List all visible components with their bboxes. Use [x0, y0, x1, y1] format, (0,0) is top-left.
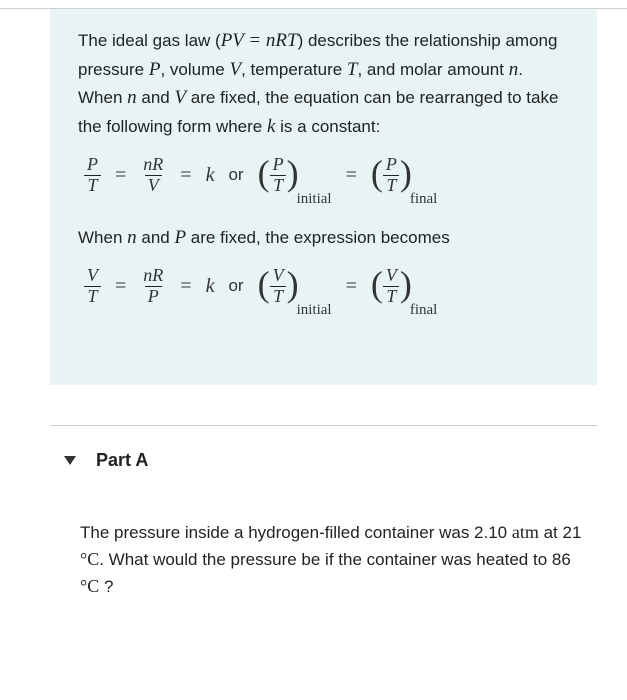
denominator: T [270, 286, 286, 307]
text: and [137, 228, 175, 247]
var-P: P [149, 59, 161, 80]
text: and [137, 88, 175, 107]
numerator: V [270, 266, 287, 286]
rparen: ) [287, 159, 299, 188]
part-title: Part A [96, 450, 148, 471]
lparen: ( [371, 270, 383, 299]
denominator: T [84, 286, 100, 307]
text: . What would the pressure be if the cont… [99, 550, 552, 569]
text: , and molar amount [357, 60, 508, 79]
frac-P-over-T: P T [270, 155, 287, 196]
second-paragraph: When n and P are fixed, the expression b… [78, 224, 569, 253]
var-n: n [509, 59, 519, 80]
lparen: ( [258, 159, 270, 188]
denominator: V [145, 175, 162, 196]
numerator: nR [140, 266, 166, 286]
deg-c: °C [80, 576, 99, 596]
var-n: n [127, 87, 137, 108]
subscript-initial: initial [297, 302, 332, 319]
part-a-section: Part A The pressure inside a hydrogen-fi… [50, 425, 597, 600]
text: The pressure inside a hydrogen-filled co… [80, 523, 474, 542]
equals: = [180, 164, 191, 187]
equals: = [115, 275, 126, 298]
var-V: V [229, 59, 241, 80]
paren-final: ( V T ) final [371, 266, 438, 307]
equals: = [115, 164, 126, 187]
equation-line-2: V T = nR P = k or ( V T ) initial = ( V … [84, 266, 569, 307]
or-text: or [228, 276, 243, 296]
value: 86 [552, 550, 571, 569]
ideal-gas-law-eq: PV = nRT [221, 30, 298, 51]
var-T: T [347, 59, 358, 80]
text: When [78, 228, 127, 247]
section-divider [50, 425, 597, 426]
denominator: T [270, 175, 286, 196]
lparen: ( [371, 159, 383, 188]
numerator: P [383, 155, 400, 175]
frac-V-over-T: V T [84, 266, 101, 307]
text: ? [99, 577, 113, 596]
numerator: V [84, 266, 101, 286]
frac-V-over-T: V T [383, 266, 400, 307]
paren-initial: ( V T ) initial [258, 266, 332, 307]
value: 21 [563, 523, 582, 542]
text: The ideal gas law ( [78, 31, 221, 50]
paren-initial: ( P T ) initial [258, 155, 332, 196]
frac-V-over-T: V T [270, 266, 287, 307]
caret-down-icon [64, 456, 76, 465]
frac-nR-over-V: nR V [140, 155, 166, 196]
denominator: T [383, 175, 399, 196]
rparen: ) [400, 159, 412, 188]
or-text: or [228, 165, 243, 185]
numerator: nR [140, 155, 166, 175]
numerator: V [383, 266, 400, 286]
frac-P-over-T: P T [84, 155, 101, 196]
rparen: ) [400, 270, 412, 299]
denominator: P [145, 286, 162, 307]
frac-P-over-T: P T [383, 155, 400, 196]
numerator: P [270, 155, 287, 175]
text: , temperature [241, 60, 347, 79]
frac-nR-over-P: nR P [140, 266, 166, 307]
var-P: P [174, 227, 186, 248]
text: are fixed, the expression becomes [186, 228, 450, 247]
info-box: The ideal gas law (PV = nRT) describes t… [50, 9, 597, 385]
text: is a constant: [275, 117, 380, 136]
rparen: ) [287, 270, 299, 299]
equation-line-1: P T = nR V = k or ( P T ) initial = ( P … [84, 155, 569, 196]
var-k: k [206, 275, 215, 298]
subscript-initial: initial [297, 191, 332, 208]
denominator: T [84, 175, 100, 196]
intro-paragraph: The ideal gas law (PV = nRT) describes t… [78, 27, 569, 141]
equals: = [346, 164, 357, 187]
deg-c: °C [80, 549, 99, 569]
var-V: V [174, 87, 186, 108]
lparen: ( [258, 270, 270, 299]
subscript-final: final [410, 302, 438, 319]
text: at [539, 523, 563, 542]
numerator: P [84, 155, 101, 175]
denominator: T [383, 286, 399, 307]
value: 2.10 [474, 523, 507, 542]
equals: = [180, 275, 191, 298]
part-a-header[interactable]: Part A [50, 440, 597, 481]
text: , volume [160, 60, 229, 79]
paren-final: ( P T ) final [371, 155, 438, 196]
var-k: k [206, 164, 215, 187]
var-n: n [127, 227, 137, 248]
unit-atm: atm [512, 522, 539, 542]
subscript-final: final [410, 191, 438, 208]
equals: = [346, 275, 357, 298]
question-text: The pressure inside a hydrogen-filled co… [80, 519, 587, 600]
